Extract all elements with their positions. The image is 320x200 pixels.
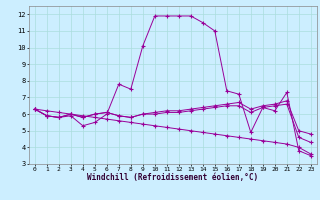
X-axis label: Windchill (Refroidissement éolien,°C): Windchill (Refroidissement éolien,°C)	[87, 173, 258, 182]
